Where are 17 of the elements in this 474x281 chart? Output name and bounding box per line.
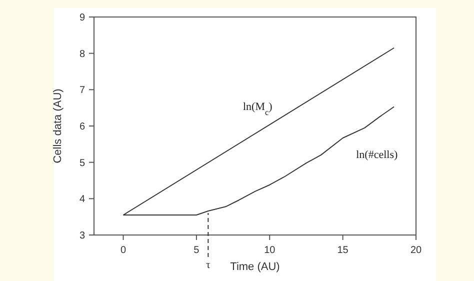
y-tick-label: 6	[79, 122, 86, 132]
y-tick-label: 5	[79, 158, 86, 169]
y-axis-title: Cells data (AU)	[52, 88, 64, 164]
y-tick-label: 7	[79, 85, 86, 96]
y-tick-label: 8	[79, 48, 86, 60]
x-tick-label: 20	[410, 245, 422, 256]
ref-line-label: τ	[206, 259, 211, 271]
y-tick-label: 4	[79, 194, 86, 206]
y-tick-label: 3	[79, 230, 86, 242]
x-tick-label: 15	[337, 245, 349, 256]
series-label: ln(M$_{c}$)	[242, 101, 273, 117]
x-axis-title: Time (AU)	[230, 261, 280, 273]
series-label: ln(#cells)	[356, 148, 398, 161]
x-tick-label: 10	[264, 245, 276, 256]
x-tick-label: 0	[120, 245, 126, 256]
y-tick-label: 9	[79, 12, 86, 24]
x-tick-label: 5	[194, 245, 200, 256]
